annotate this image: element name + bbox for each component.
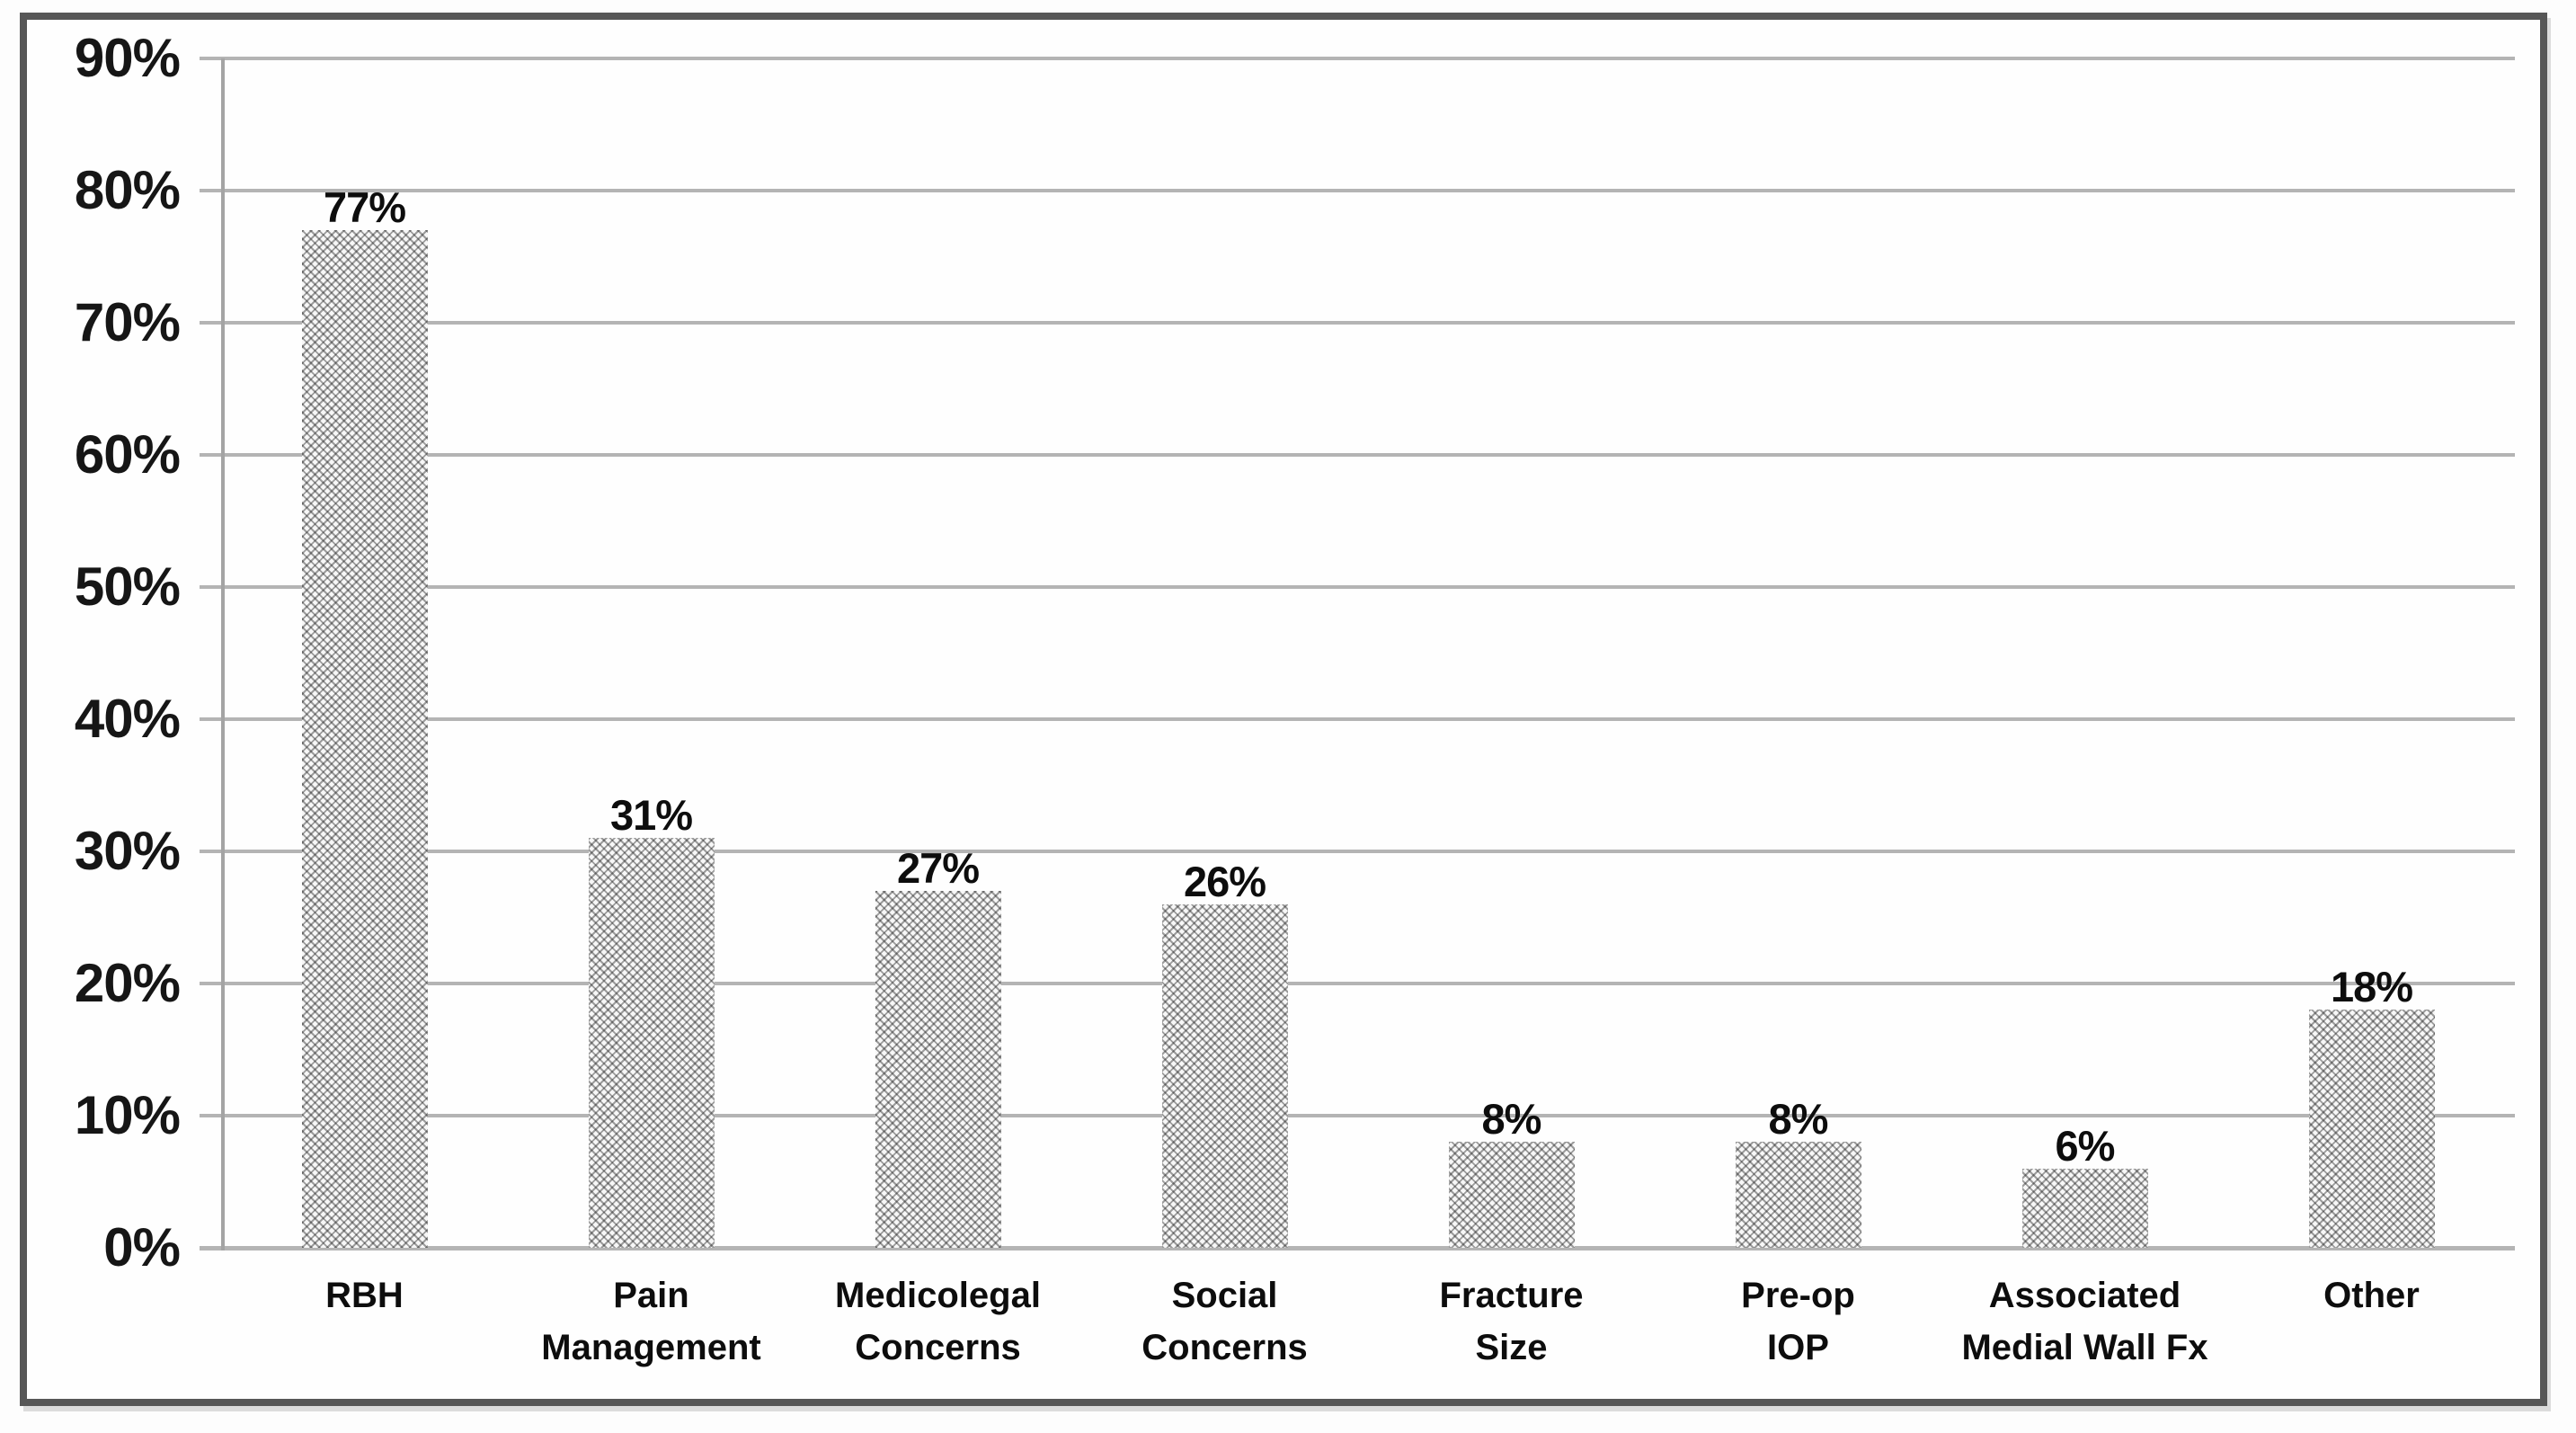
bar-value-label: 18% — [2330, 963, 2413, 1011]
bar-value-label: 6% — [2055, 1121, 2116, 1170]
x-axis-category-label-line: Other — [2323, 1276, 2420, 1315]
bar-value-label: 8% — [1481, 1095, 1542, 1144]
x-axis-category-label: Social Concerns — [1081, 1269, 1368, 1374]
gridline — [200, 585, 2515, 589]
x-axis-line — [200, 1246, 2515, 1251]
x-axis-category-label-line: Size — [1475, 1328, 1548, 1367]
x-axis-category-label-line: Pre-op — [1741, 1276, 1855, 1315]
y-axis-tick-label: 70% — [74, 292, 181, 352]
gridline — [200, 1114, 2515, 1117]
x-axis-category-label: RBH — [221, 1269, 508, 1322]
x-axis-category-label-line: Concerns — [855, 1328, 1021, 1367]
y-axis-tick-label: 10% — [74, 1085, 181, 1145]
bar — [875, 891, 1001, 1248]
gridline — [200, 189, 2515, 192]
y-axis-tick-label: 0% — [103, 1217, 181, 1277]
y-axis-tick-label: 40% — [74, 689, 181, 749]
gridline — [200, 321, 2515, 325]
gridline — [200, 982, 2515, 985]
y-axis-line — [221, 58, 225, 1251]
gridline — [200, 57, 2515, 60]
bar-value-label: 8% — [1768, 1095, 1829, 1144]
x-axis-category-label-line: RBH — [325, 1276, 404, 1315]
y-axis-tick-label: 50% — [74, 556, 181, 617]
x-axis-category-label-line: Medial Wall Fx — [1961, 1328, 2208, 1367]
bar — [1161, 903, 1288, 1248]
x-axis-category-label-line: Associated — [1988, 1276, 2181, 1315]
x-axis-category-label: Fracture Size — [1368, 1269, 1655, 1374]
gridline — [200, 717, 2515, 721]
x-axis-category-label: Other — [2228, 1269, 2515, 1322]
x-axis-category-label: Medicolegal Concerns — [795, 1269, 1081, 1374]
x-axis-category-label-line: Management — [541, 1328, 761, 1367]
bar — [2021, 1168, 2148, 1248]
y-axis-tick-label: 90% — [74, 28, 181, 88]
x-axis-category-label: Pre-op IOP — [1655, 1269, 1941, 1374]
gridline — [200, 453, 2515, 457]
bar — [588, 838, 715, 1248]
x-axis-category-label-line: Fracture — [1439, 1276, 1584, 1315]
x-axis-category-label-line: Concerns — [1141, 1328, 1308, 1367]
x-axis-category-label-line: Pain — [613, 1276, 689, 1315]
bar — [1448, 1142, 1575, 1248]
bar — [301, 230, 428, 1248]
y-axis-tick-label: 80% — [74, 160, 181, 220]
bar-value-label: 31% — [609, 791, 693, 840]
gridline — [200, 850, 2515, 853]
y-axis-tick-label: 20% — [74, 953, 181, 1013]
bar — [1735, 1142, 1861, 1248]
x-axis-category-label-line: Medicolegal — [835, 1276, 1041, 1315]
bar-value-label: 26% — [1183, 857, 1266, 905]
x-axis-category-label: Pain Management — [508, 1269, 795, 1374]
x-axis-category-label: Associated Medial Wall Fx — [1941, 1269, 2228, 1374]
bar-value-label: 27% — [896, 844, 980, 893]
x-axis-category-label-line: Social — [1171, 1276, 1278, 1315]
y-axis-tick-label: 30% — [74, 821, 181, 881]
bar — [2308, 1010, 2435, 1248]
bar-value-label: 77% — [323, 183, 406, 232]
x-axis-category-label-line: IOP — [1767, 1328, 1829, 1367]
y-axis-tick-label: 60% — [74, 424, 181, 485]
